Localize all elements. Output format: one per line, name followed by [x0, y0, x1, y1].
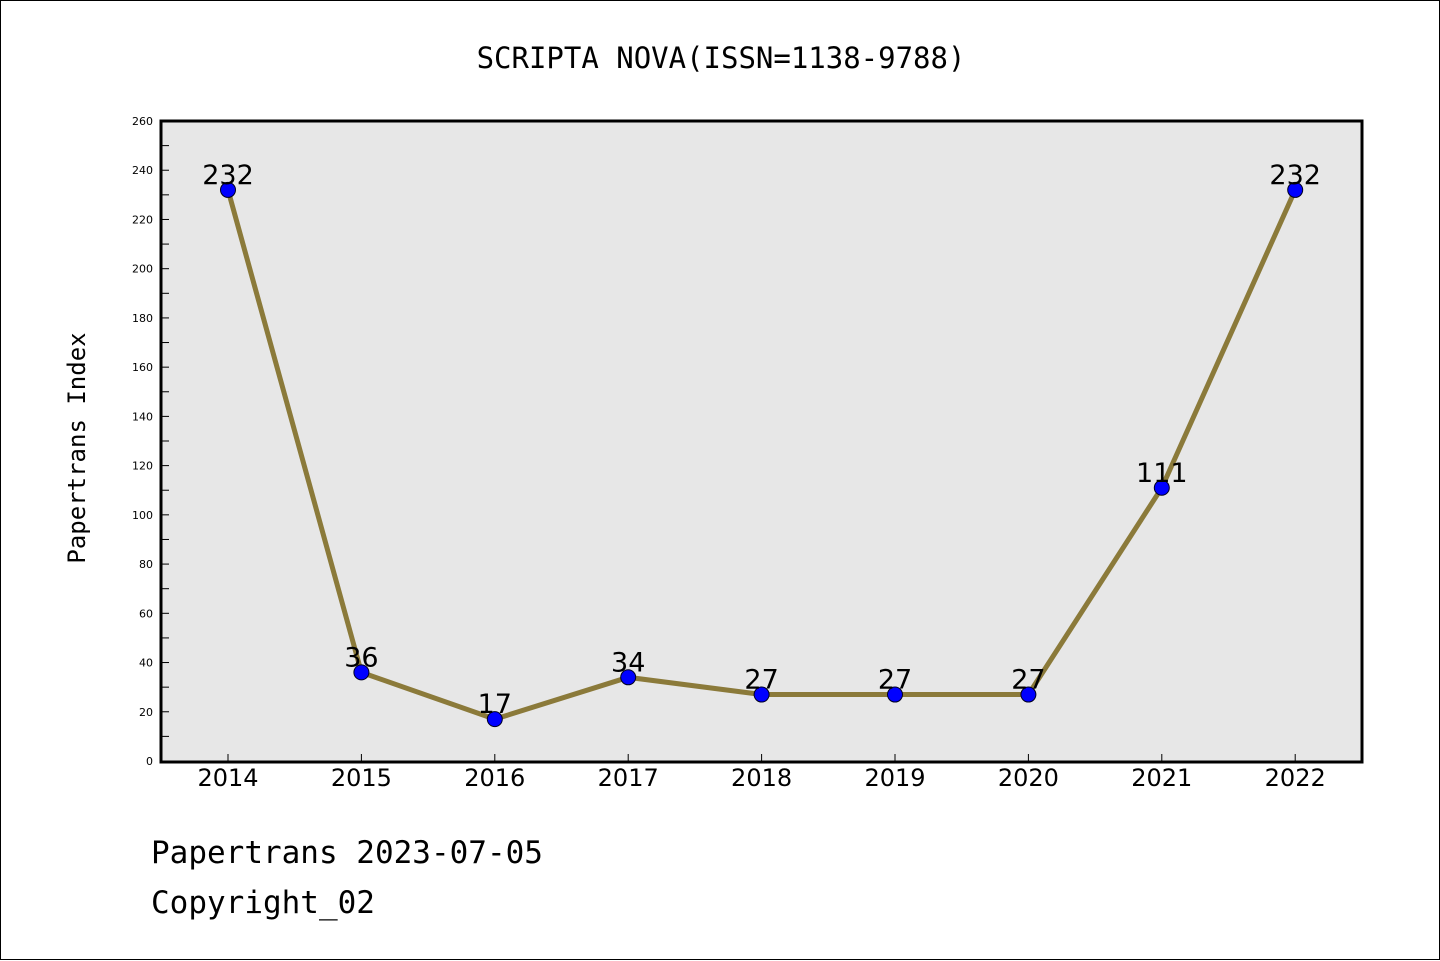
- data-point: [620, 669, 637, 686]
- y-tick-label: 140: [132, 410, 153, 423]
- y-axis-ticks: 0 20 40 60 80 100 120 140 160 180 200 220 240 260: [132, 115, 169, 768]
- x-tick-label: 2014: [197, 764, 258, 792]
- data-label: 111: [1136, 458, 1188, 489]
- x-tick-label: 2017: [598, 764, 659, 792]
- data-point: [887, 686, 903, 703]
- plot-area: [159, 119, 1364, 764]
- data-label: 34: [611, 647, 645, 678]
- data-point: [220, 181, 236, 198]
- x-tick-label: 2018: [731, 764, 792, 792]
- x-tick-label: 2016: [464, 764, 525, 792]
- x-tick-label: 2019: [864, 764, 925, 792]
- y-tick-label: 180: [132, 312, 153, 325]
- data-label: 17: [478, 689, 512, 720]
- data-label: 27: [1011, 665, 1045, 696]
- markers-layer: [220, 181, 1304, 728]
- data-label: 27: [744, 665, 778, 696]
- y-tick-label: 60: [139, 607, 153, 620]
- data-point: [353, 664, 370, 681]
- footer-copyright: Copyright_02: [151, 885, 375, 921]
- data-labels-layer: 232 36 17 34 27 27 27 111 232: [202, 160, 1321, 720]
- y-tick-label: 120: [132, 460, 153, 473]
- y-axis-label: Papertrans Index: [63, 332, 91, 563]
- y-tick-label: 160: [132, 361, 153, 374]
- x-tick-label: 2022: [1265, 764, 1326, 792]
- data-point: [1153, 479, 1170, 496]
- y-tick-label: 20: [139, 706, 153, 719]
- y-tick-label: 240: [132, 164, 153, 177]
- y-tick-label: 260: [132, 115, 153, 128]
- y-tick-label: 100: [132, 509, 153, 522]
- data-point: [753, 686, 770, 703]
- x-tick-label: 2021: [1131, 764, 1192, 792]
- y-tick-label: 220: [132, 213, 153, 226]
- x-tick-label: 2015: [331, 764, 392, 792]
- data-point: [486, 711, 503, 728]
- footer-date: Papertrans 2023-07-05: [151, 835, 543, 871]
- y-tick-label: 40: [139, 657, 153, 670]
- data-point: [1287, 181, 1304, 198]
- data-label: 232: [202, 160, 254, 191]
- chart-title: SCRIPTA NOVA(ISSN=1138-9788): [477, 41, 966, 75]
- data-point: [1020, 686, 1037, 703]
- x-tick-label: 2020: [998, 764, 1059, 792]
- y-tick-label: 200: [132, 263, 153, 276]
- y-tick-label: 80: [139, 558, 153, 571]
- x-axis-ticks: 2014 2015 2016 2017 2018 2019 2020 2021 2022: [197, 754, 1326, 792]
- data-label: 232: [1269, 160, 1321, 191]
- data-label: 27: [878, 665, 912, 696]
- data-label: 36: [344, 642, 378, 673]
- y-tick-label: 0: [146, 755, 153, 768]
